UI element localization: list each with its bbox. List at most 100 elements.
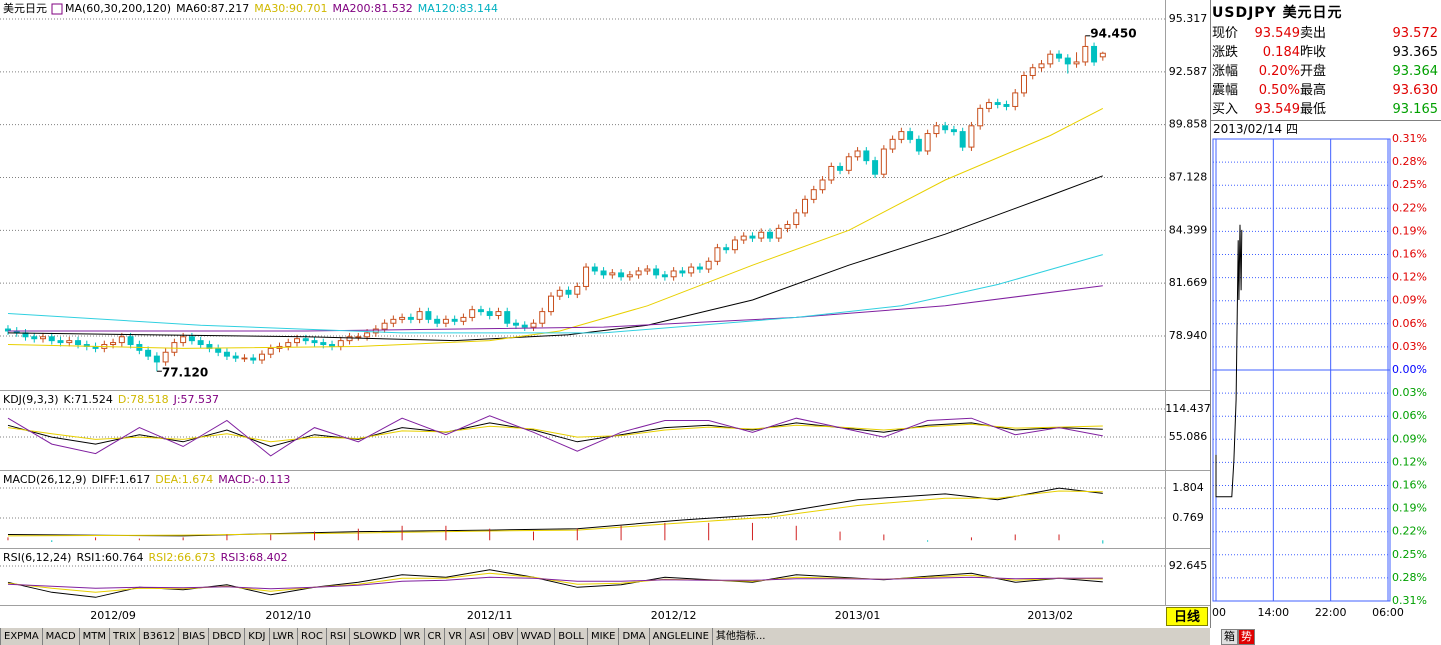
candle-body [556, 289, 563, 297]
legend-entry: RSI2:66.673 [149, 551, 216, 564]
legend-title: MA(60,30,200,120) [65, 2, 171, 15]
y-tick-label: 0.12% [1392, 271, 1427, 284]
indicator-line [7, 107, 1104, 349]
indicator-tab[interactable]: WVAD [516, 628, 555, 645]
candle-body [977, 107, 984, 127]
indicator-tab[interactable]: RSI [325, 628, 349, 645]
quote-label: 昨收 [1300, 45, 1327, 60]
x-tick-label: 14:00 [1257, 606, 1289, 619]
indicator-tab[interactable]: SLOWKD [349, 628, 400, 645]
candle-body [933, 125, 940, 135]
candle-body [477, 309, 484, 313]
candle-body [40, 336, 47, 340]
candle-body [819, 179, 826, 191]
indicator-tab[interactable]: ROC [297, 628, 326, 645]
candle-body [346, 336, 353, 342]
candle-body [75, 340, 82, 346]
y-tick-label: 0.25% [1392, 178, 1427, 191]
y-tick-label: 0.28% [1392, 571, 1427, 584]
period-button[interactable]: 日线 [1166, 607, 1208, 626]
quote-value: 93.572 [1392, 26, 1439, 41]
candle-body [968, 125, 975, 148]
indicator-tab[interactable]: BOLL [554, 628, 587, 645]
legend-title: KDJ(9,3,3) [3, 393, 59, 406]
y-tick-label: 84.399 [1169, 223, 1208, 236]
candle-body [880, 148, 887, 175]
candle-body [250, 357, 257, 361]
candle-body [591, 266, 598, 272]
indicator-tab[interactable]: DMA [618, 628, 648, 645]
legend-entry: DEA:1.674 [155, 473, 213, 486]
indicator-tab[interactable]: ASI [465, 628, 488, 645]
indicator-tab[interactable]: TRIX [109, 628, 139, 645]
x-tick-label: 00 [1212, 606, 1226, 619]
candle-body [320, 342, 327, 346]
candle-body [337, 340, 344, 347]
legend-entry: MA200:81.532 [333, 2, 413, 15]
candle-body [1038, 63, 1045, 69]
y-tick-label: 0.06% [1392, 317, 1427, 330]
y-tick-label: 92.587 [1169, 65, 1208, 78]
indicator-tab[interactable]: MTM [78, 628, 109, 645]
legend-title: MACD(26,12,9) [3, 473, 87, 486]
y-tick-label: 0.19% [1392, 224, 1427, 237]
y-tick-label: 0.03% [1392, 340, 1427, 353]
quote-label: 最高 [1300, 83, 1327, 98]
candle-body [180, 336, 187, 344]
x-tick-label: 2013/02 [1027, 609, 1073, 622]
x-tick-label: 2012/11 [467, 609, 513, 622]
indicator-tab[interactable]: DBCD [208, 628, 244, 645]
indicator-tab[interactable]: LWR [268, 628, 298, 645]
candle-body [959, 131, 966, 148]
indicator-tab[interactable]: ANGLELINE [648, 628, 712, 645]
indicator-tab[interactable]: OBV [488, 628, 516, 645]
candle-body [425, 311, 432, 320]
candle-body [854, 150, 861, 158]
instrument-name: 美元日元 [1282, 5, 1343, 21]
indicator-tab[interactable]: VR [444, 628, 465, 645]
candle-body [434, 318, 441, 324]
candle-body [696, 266, 703, 270]
candle-body [1064, 57, 1071, 65]
indicator-icon [51, 3, 63, 15]
candle-body [372, 328, 379, 334]
trend-button[interactable]: 势 [1238, 629, 1255, 645]
legend-entry: D:78.518 [118, 393, 169, 406]
y-tick-label: 0.03% [1392, 386, 1427, 399]
y-tick-label: 0.09% [1392, 294, 1427, 307]
indicator-tab[interactable]: WR [399, 628, 424, 645]
candle-body [504, 311, 511, 324]
legend-entry: RSI1:60.764 [76, 551, 143, 564]
candle-body [399, 316, 406, 320]
indicator-tab[interactable]: BIAS [178, 628, 208, 645]
y-tick-label: 0.769 [1172, 511, 1204, 524]
legend-entry: RSI3:68.402 [221, 551, 288, 564]
candle-body [188, 336, 195, 342]
candle-body [924, 133, 931, 152]
candle-body [530, 322, 537, 328]
indicator-tab[interactable]: KDJ [244, 628, 268, 645]
candle-body [153, 355, 160, 363]
candle-body [1056, 53, 1063, 59]
candle-body [618, 272, 625, 278]
candle-body [635, 270, 642, 276]
candle-body [267, 347, 274, 355]
indicator-tab[interactable]: EXPMA [0, 628, 42, 645]
candle-body [355, 336, 362, 339]
indicator-tab[interactable]: MACD [41, 628, 79, 645]
indicator-tab[interactable]: MIKE [586, 628, 618, 645]
candle-body [565, 289, 572, 295]
candle-body [714, 247, 721, 262]
quote-title: USDJPY 美元日元 [1212, 2, 1438, 24]
indicator-tab[interactable]: 其他指标... [711, 628, 769, 645]
indicator-line [7, 175, 1103, 342]
indicator-tab[interactable]: CR [423, 628, 445, 645]
box-button[interactable]: 箱 [1221, 629, 1238, 645]
quote-value: 93.549 [1254, 102, 1301, 117]
candle-body [609, 272, 616, 276]
quote-label: 开盘 [1300, 64, 1327, 79]
y-tick-label: 0.28% [1392, 155, 1427, 168]
indicator-line [7, 569, 1103, 598]
indicator-tab[interactable]: B3612 [138, 628, 178, 645]
